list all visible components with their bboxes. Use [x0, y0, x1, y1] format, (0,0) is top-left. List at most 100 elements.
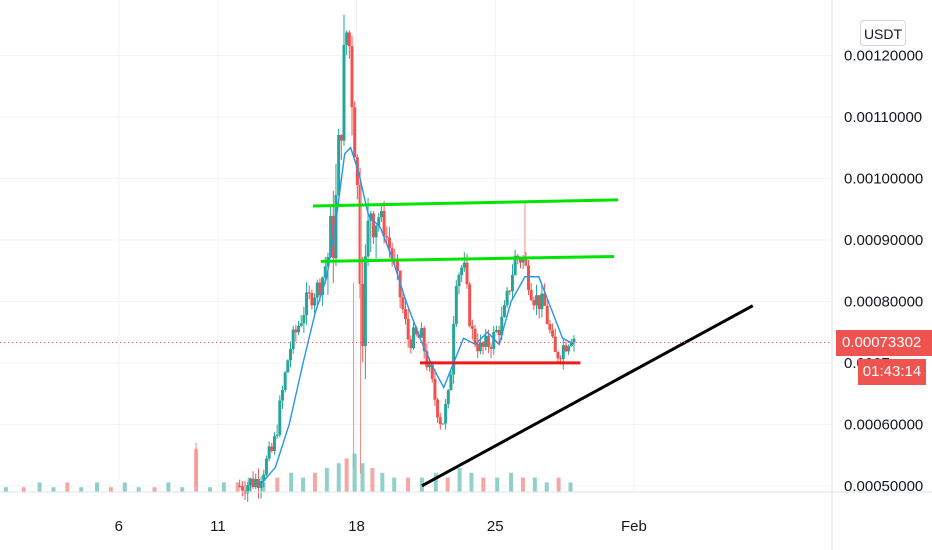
candle-body[interactable] [425, 351, 429, 368]
candle-body[interactable] [353, 107, 357, 158]
candle-body[interactable] [379, 211, 383, 218]
candle-body[interactable] [406, 318, 410, 340]
candle-body[interactable] [505, 290, 509, 306]
candle-body[interactable] [262, 474, 266, 482]
candle-body[interactable] [502, 305, 506, 317]
candle-body[interactable] [430, 364, 434, 379]
candle-body[interactable] [313, 297, 317, 306]
candle-body[interactable] [280, 390, 284, 401]
candle-body[interactable] [532, 299, 536, 306]
candle-body[interactable] [548, 324, 552, 331]
candle-body[interactable] [390, 248, 394, 259]
candle-body[interactable] [529, 290, 533, 300]
candle-body[interactable] [395, 261, 399, 271]
candle-body[interactable] [518, 259, 522, 263]
candle-body[interactable] [361, 283, 365, 346]
candle-body[interactable] [540, 293, 544, 310]
candle-body[interactable] [294, 329, 298, 333]
candle-body[interactable] [521, 257, 525, 263]
candle-body[interactable] [433, 378, 437, 400]
candle-body[interactable] [462, 262, 466, 268]
candle-body[interactable] [267, 446, 271, 459]
candle-body[interactable] [436, 399, 440, 418]
candle-body[interactable] [256, 478, 260, 488]
candle-body[interactable] [385, 236, 389, 238]
resistance-line[interactable] [320, 254, 615, 263]
candle-body[interactable] [438, 417, 442, 425]
candle-body[interactable] [286, 360, 290, 373]
candle-body[interactable] [246, 485, 250, 494]
candle-body[interactable] [543, 293, 547, 306]
candle-body[interactable] [321, 277, 325, 296]
candle-body[interactable] [238, 485, 242, 487]
candle-body[interactable] [537, 295, 541, 310]
candle-body[interactable] [569, 342, 573, 346]
candle-body[interactable] [289, 348, 293, 361]
candlestick-series[interactable] [195, 14, 576, 502]
candle-body[interactable] [275, 434, 279, 437]
candle-body[interactable] [449, 374, 453, 391]
candle-body[interactable] [248, 478, 252, 486]
candle-body[interactable] [567, 345, 571, 352]
candle-body[interactable] [561, 345, 565, 360]
candle-body[interactable] [559, 358, 563, 360]
candle-body[interactable] [291, 329, 295, 349]
candle-body[interactable] [342, 44, 346, 141]
candle-body[interactable] [371, 213, 375, 238]
candle-body[interactable] [377, 217, 381, 226]
candle-body[interactable] [556, 351, 560, 359]
candle-body[interactable] [486, 335, 490, 347]
candle-body[interactable] [409, 339, 413, 349]
candle-body[interactable] [457, 274, 461, 287]
candle-body[interactable] [278, 400, 282, 435]
candle-body[interactable] [476, 343, 480, 352]
candle-body[interactable] [302, 315, 306, 324]
candle-body[interactable] [494, 329, 498, 332]
candle-body[interactable] [497, 329, 501, 336]
candle-body[interactable] [270, 446, 274, 451]
candle-body[interactable] [414, 327, 418, 335]
candle-body[interactable] [283, 372, 287, 391]
candle-body[interactable] [420, 328, 424, 338]
candle-body[interactable] [345, 32, 349, 45]
candle-body[interactable] [484, 335, 488, 347]
candle-body[interactable] [350, 46, 354, 108]
candle-body[interactable] [347, 32, 351, 47]
candle-body[interactable] [412, 327, 416, 349]
candle-body[interactable] [465, 262, 469, 285]
candle-body[interactable] [478, 342, 482, 352]
candle-body[interactable] [272, 436, 276, 451]
candle-body[interactable] [452, 323, 456, 375]
currency-unit-badge[interactable]: USDT [860, 20, 906, 46]
candle-body[interactable] [489, 346, 493, 349]
candle-body[interactable] [334, 194, 338, 259]
candle-body[interactable] [387, 237, 391, 249]
candle-body[interactable] [382, 211, 386, 237]
candle-body[interactable] [468, 284, 472, 327]
candle-body[interactable] [513, 255, 517, 276]
candle-body[interactable] [310, 292, 314, 306]
candle-body[interactable] [355, 157, 359, 185]
candle-body[interactable] [470, 326, 474, 329]
candle-body[interactable] [254, 478, 258, 488]
candle-body[interactable] [366, 220, 370, 257]
candle-body[interactable] [401, 297, 405, 310]
candle-body[interactable] [510, 275, 514, 292]
candle-body[interactable] [315, 282, 319, 298]
candle-body[interactable] [404, 309, 408, 319]
candle-body[interactable] [428, 364, 432, 368]
candle-body[interactable] [572, 338, 576, 343]
candle-body[interactable] [492, 331, 496, 349]
candle-body[interactable] [481, 342, 485, 347]
candle-body[interactable] [374, 225, 378, 238]
candle-body[interactable] [545, 305, 549, 325]
candle-body[interactable] [305, 292, 309, 316]
candle-body[interactable] [299, 323, 303, 326]
candle-body[interactable] [527, 265, 531, 291]
candle-body[interactable] [473, 328, 477, 344]
candle-body[interactable] [454, 286, 458, 324]
candle-body[interactable] [307, 292, 311, 294]
candle-body[interactable] [564, 345, 568, 352]
candle-body[interactable] [551, 330, 555, 337]
